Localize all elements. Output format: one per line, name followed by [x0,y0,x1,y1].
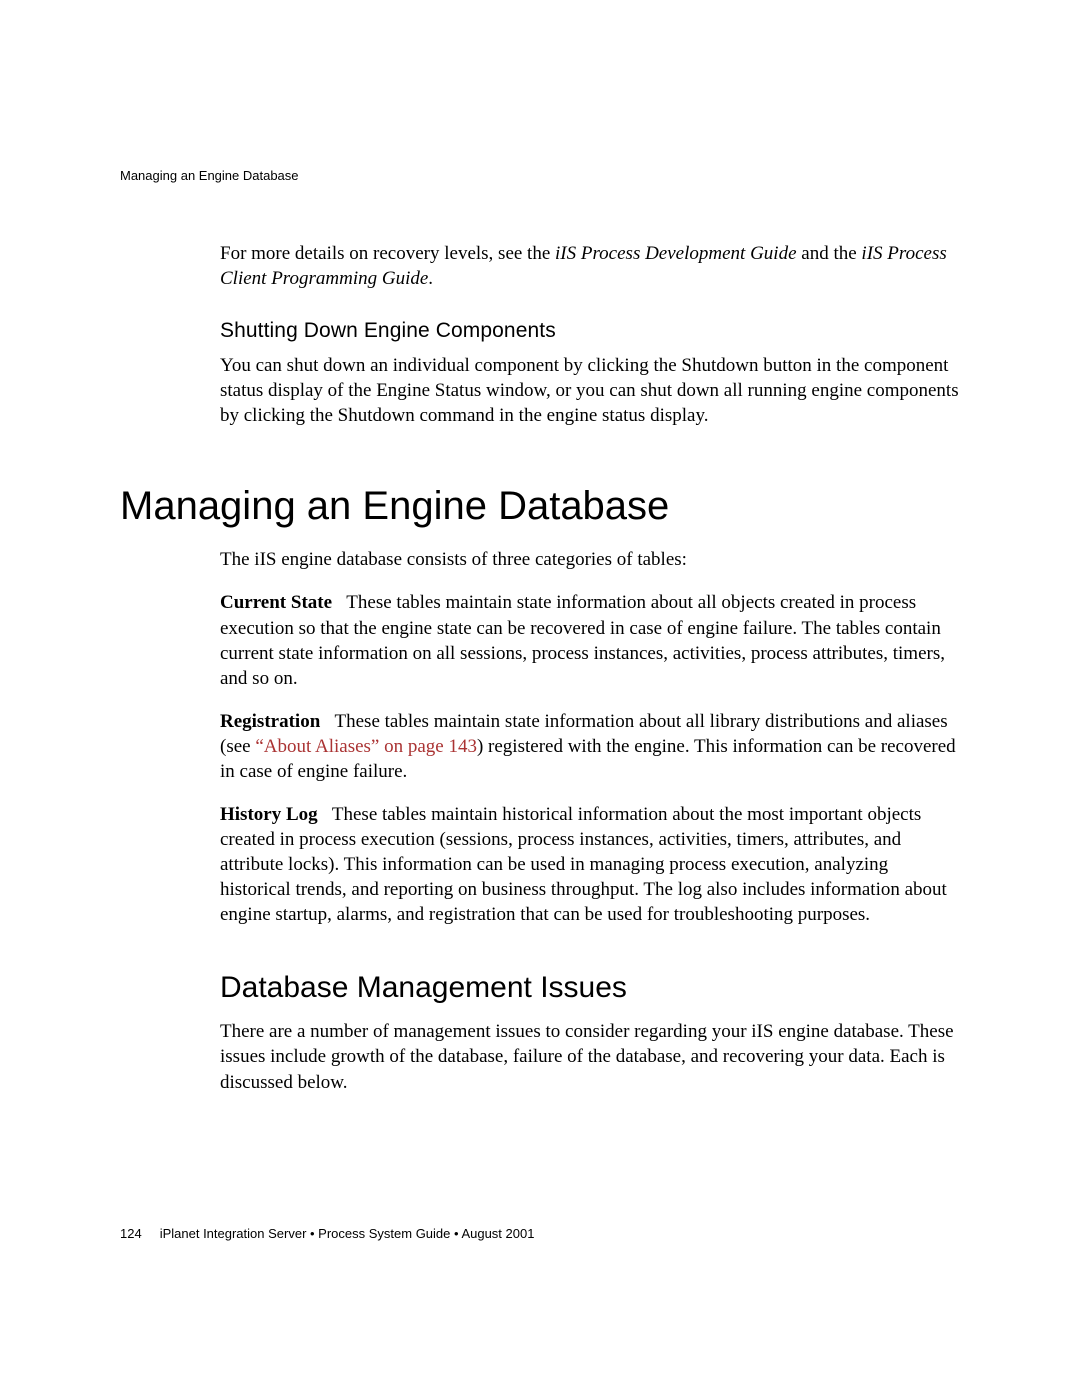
intro-mid: and the [797,243,862,264]
intro-post: . [428,268,433,289]
intro-block: For more details on recovery levels, see… [220,241,960,428]
history-label: History Log [220,804,318,825]
registration-label: Registration [220,711,320,732]
intro-para: For more details on recovery levels, see… [220,241,960,291]
history-text: These tables maintain historical informa… [220,804,947,925]
page: Managing an Engine Database For more det… [0,0,1080,1397]
current-state-label: Current State [220,592,332,613]
heading-managing-db: Managing an Engine Database [120,484,960,529]
db-block: The iIS engine database consists of thre… [220,547,960,1094]
intro-em1: iIS Process Development Guide [555,243,796,264]
heading-shutdown: Shutting Down Engine Components [220,319,960,343]
registration-para: Registration These tables maintain state… [220,709,960,784]
intro-pre: For more details on recovery levels, see… [220,243,555,264]
running-header: Managing an Engine Database [120,168,960,183]
history-para: History Log These tables maintain histor… [220,802,960,927]
issues-para: There are a number of management issues … [220,1019,960,1094]
footer-text: iPlanet Integration Server • Process Sys… [160,1226,535,1241]
shutdown-para: You can shut down an individual componen… [220,353,960,428]
current-state-para: Current State These tables maintain stat… [220,590,960,690]
page-footer: 124 iPlanet Integration Server • Process … [120,1226,534,1241]
about-aliases-link[interactable]: “About Aliases” on page 143 [255,736,477,757]
heading-db-issues: Database Management Issues [220,971,960,1005]
page-number: 124 [120,1226,142,1241]
db-intro-para: The iIS engine database consists of thre… [220,547,960,572]
